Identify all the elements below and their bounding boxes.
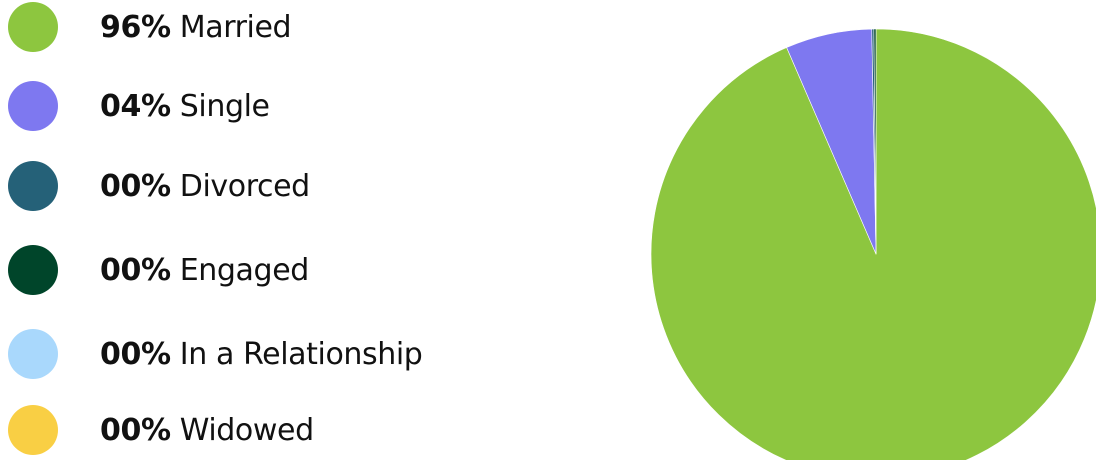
pie-chart <box>0 0 1096 460</box>
